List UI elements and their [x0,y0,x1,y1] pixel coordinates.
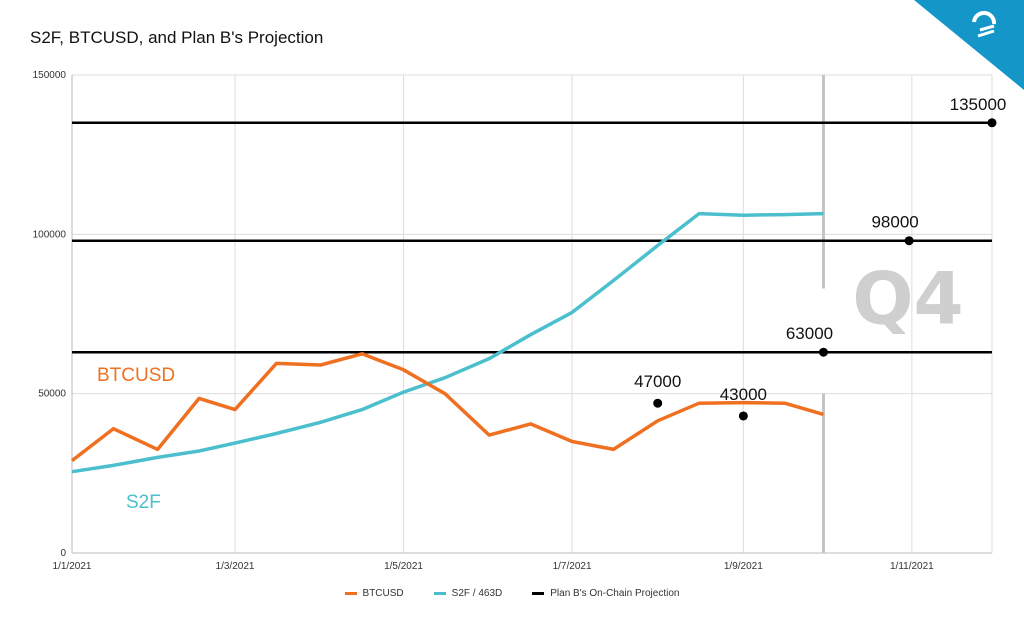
x-tick-label: 1/1/2021 [53,561,92,572]
x-tick-label: 1/11/2021 [890,561,934,572]
y-tick-label: 0 [60,548,66,559]
annotated-point [738,411,748,421]
logo-mark-icon [972,11,997,25]
projection-point [818,347,828,357]
x-tick-label: 1/3/2021 [216,561,255,572]
projection-point [987,118,997,128]
y-tick-label: 50000 [38,389,66,400]
corner-triangle [914,0,1024,90]
legend-swatch-projection [532,592,545,595]
brand-logo [914,0,1024,90]
annotated-point [653,398,663,408]
legend-item-btcusd: BTCUSD [344,588,404,599]
series-label-s2f: S2F [126,492,161,513]
x-tick-label: 1/7/2021 [553,561,592,572]
projection-point [904,236,914,246]
legend-swatch-btcusd [344,592,357,595]
series-label-btcusd: BTCUSD [97,365,175,386]
legend-label-btcusd: BTCUSD [362,588,404,599]
legend-item-s2f: S2F / 463D [433,588,503,599]
legend-label-s2f: S2F / 463D [451,588,503,599]
legend-label-projection: Plan B's On-Chain Projection [550,588,680,599]
legend-swatch-s2f [433,592,446,595]
series-line-s2f [71,211,824,474]
x-tick-label: 1/9/2021 [724,561,763,572]
series-line-btcusd [70,352,824,462]
x-tick-label: 1/5/2021 [384,561,423,572]
y-tick-label: 100000 [33,229,67,240]
chart-legend: BTCUSD S2F / 463D Plan B's On-Chain Proj… [0,588,1024,599]
projection-label: 98000 [871,213,918,232]
projection-label: 63000 [786,324,833,343]
annotated-point-label: 43000 [720,385,767,404]
projection-label: 135000 [950,95,1007,114]
y-tick-label: 150000 [33,70,67,81]
annotated-point-label: 47000 [634,372,681,391]
q4-label: Q4 [852,257,963,341]
chart-title: S2F, BTCUSD, and Plan B's Projection [30,28,324,47]
legend-item-projection: Plan B's On-Chain Projection [532,588,679,599]
